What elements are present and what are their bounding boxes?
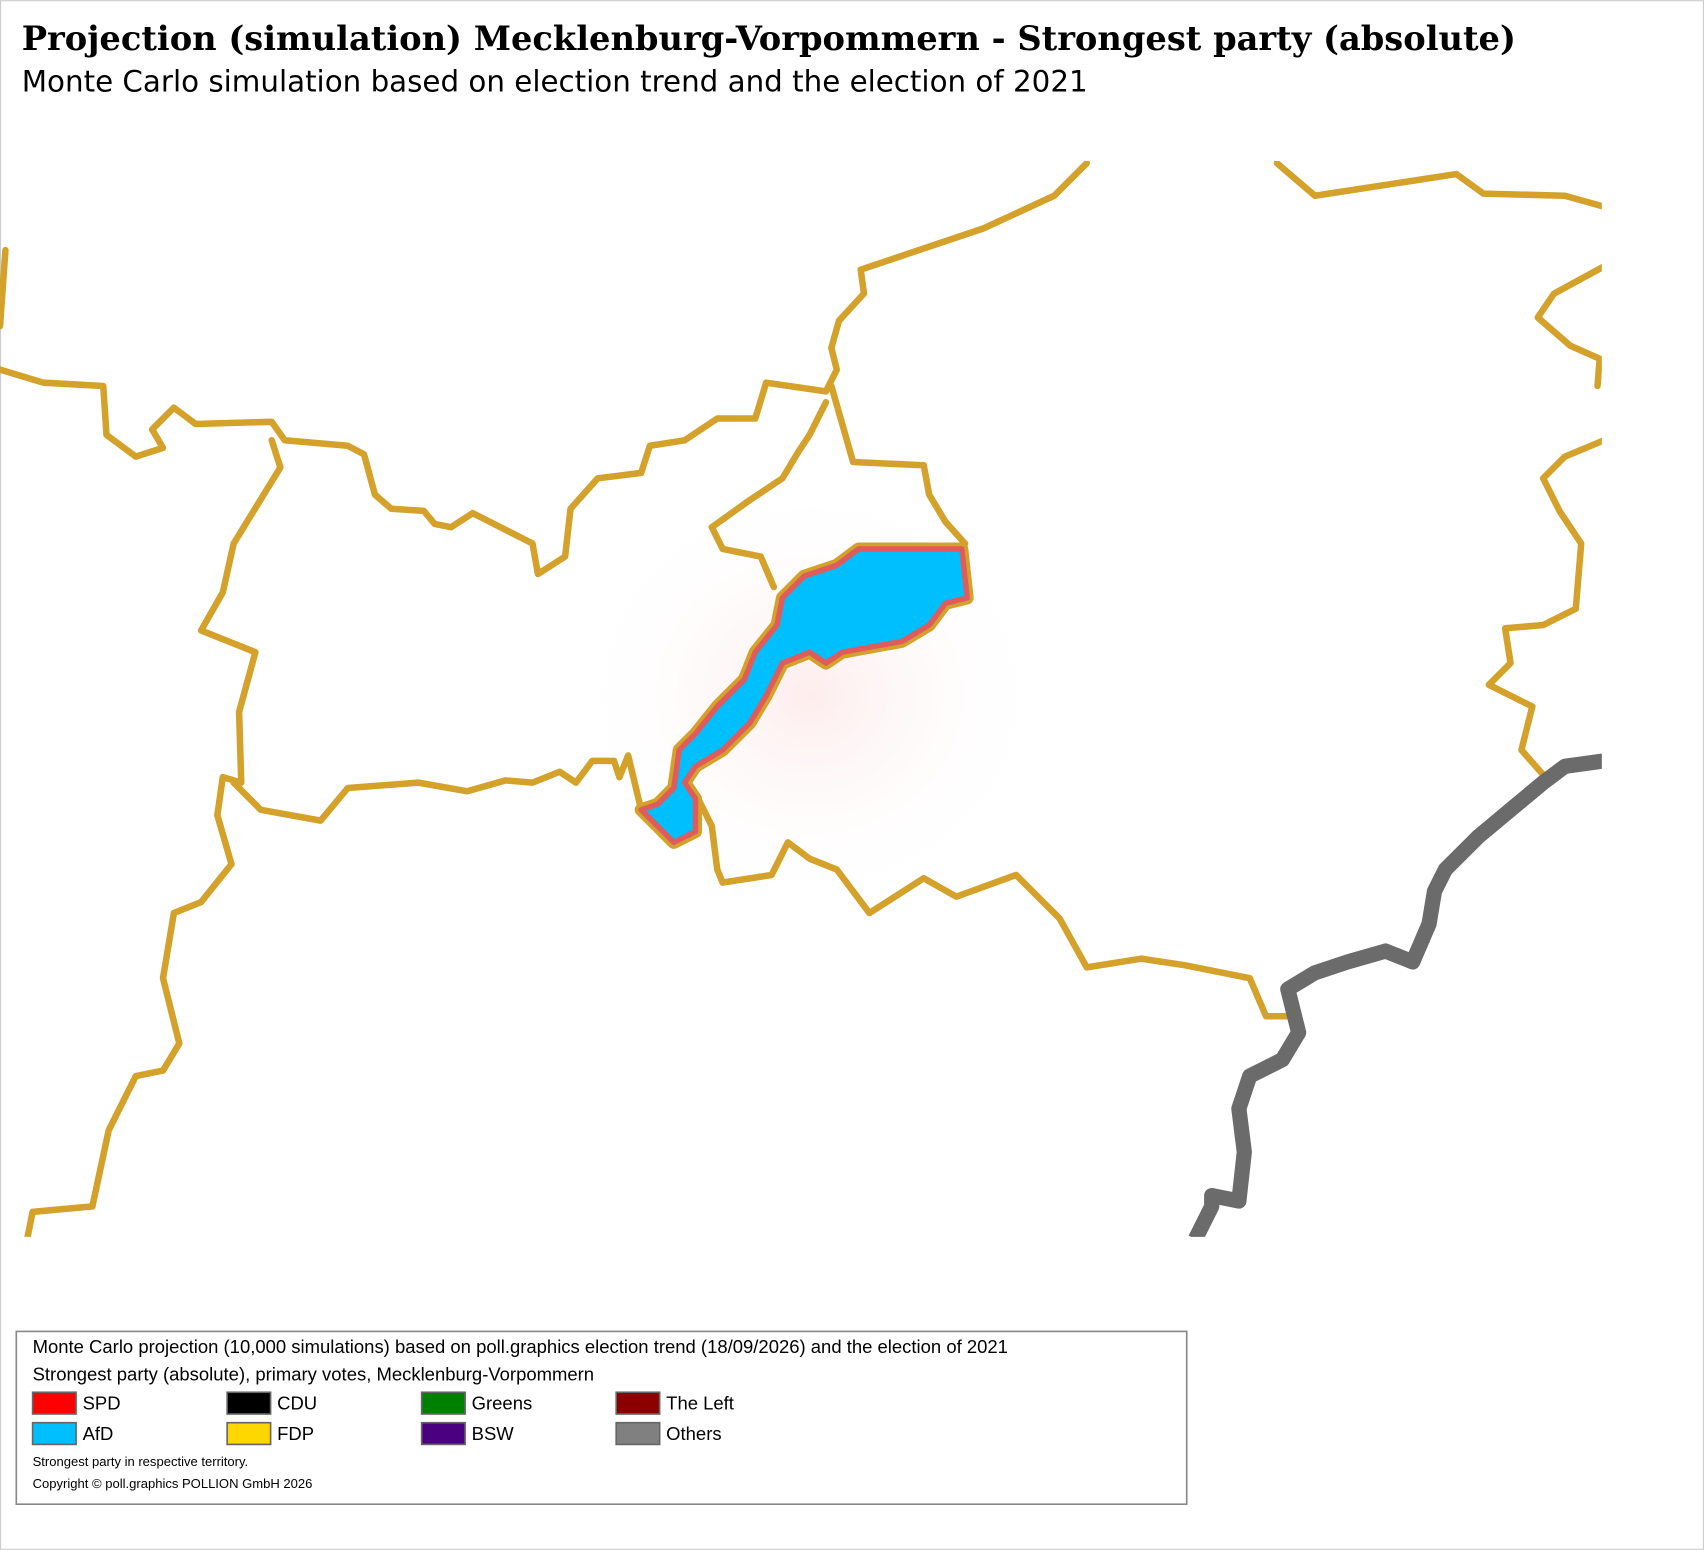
district-border: [1534, 263, 1602, 390]
district-border: [1485, 437, 1602, 781]
legend-line: Strongest party (absolute), primary vote…: [33, 1363, 594, 1384]
legend-label: The Left: [666, 1393, 734, 1414]
district-border: [1273, 160, 1602, 210]
subtitle: Monte Carlo simulation based on election…: [22, 64, 1088, 98]
legend-line: Monte Carlo projection (10,000 simulatio…: [33, 1336, 1008, 1357]
highlight-glow: [570, 478, 1049, 914]
legend-swatch: [226, 1391, 272, 1415]
legend-box: [15, 1330, 1188, 1506]
legend-label: CDU: [277, 1393, 317, 1414]
legend-label: AfD: [83, 1423, 114, 1444]
legend-swatch: [226, 1421, 272, 1446]
legend-note: Copyright © poll.graphics POLLION GmbH 2…: [33, 1476, 313, 1491]
legend-note: Strongest party in respective territory.: [33, 1454, 249, 1469]
legend-swatch: [31, 1421, 77, 1446]
district-border: [708, 398, 830, 591]
district-border: [0, 366, 830, 578]
district-border: [692, 790, 1292, 1020]
map: [0, 160, 1602, 1237]
legend-swatch: [615, 1391, 661, 1415]
title: Projection (simulation) Mecklenburg-Vorp…: [22, 18, 1516, 58]
district-border: [828, 382, 969, 547]
district-border: [230, 752, 645, 824]
legend-label: Greens: [472, 1393, 533, 1414]
district-highlight-outline: [638, 546, 970, 846]
legend-swatch: [420, 1421, 466, 1446]
state-border: [1188, 753, 1602, 1237]
legend: Monte Carlo projection (10,000 simulatio…: [15, 1330, 1188, 1506]
legend-swatch: [615, 1421, 661, 1446]
district-border: [24, 437, 284, 1237]
legend-swatch: [420, 1391, 466, 1415]
district-border: [0, 246, 9, 330]
legend-label: SPD: [83, 1393, 121, 1414]
legend-label: FDP: [277, 1423, 314, 1444]
legend-label: Others: [666, 1423, 721, 1444]
legend-swatch: [31, 1391, 77, 1415]
district-border: [822, 160, 1090, 395]
legend-label: BSW: [472, 1423, 515, 1444]
